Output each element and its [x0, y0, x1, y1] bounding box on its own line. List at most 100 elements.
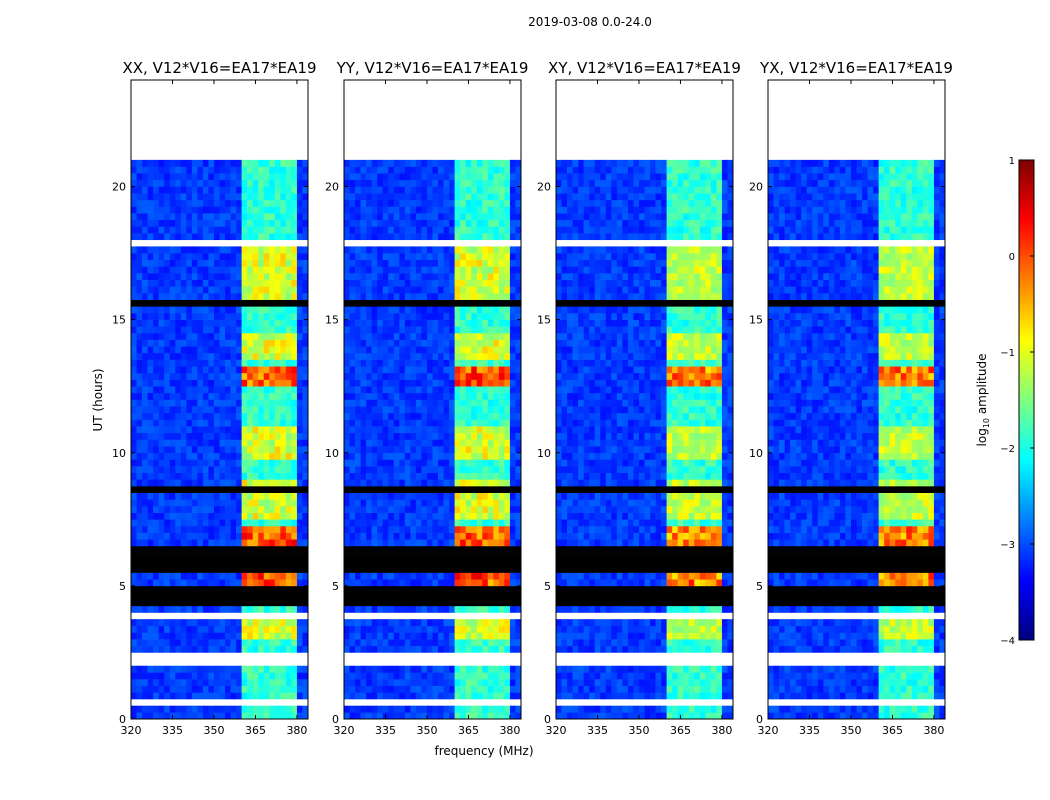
heatmap-cell: [355, 512, 361, 520]
heatmap-cell: [296, 372, 303, 380]
heatmap-cell: [509, 312, 516, 320]
heatmap-cell: [136, 293, 143, 300]
heatmap-cell: [142, 246, 148, 254]
heatmap-cell: [208, 326, 215, 334]
heatmap-cell: [449, 219, 455, 227]
heatmap-cell: [443, 326, 450, 334]
heatmap-cell: [404, 259, 411, 267]
heatmap-cell: [258, 439, 265, 447]
heatmap-cell: [344, 186, 350, 194]
heatmap-cell: [131, 412, 137, 420]
heatmap-cell: [415, 206, 422, 214]
heatmap-cell: [438, 632, 444, 640]
heatmap-cell: [280, 226, 287, 234]
heatmap-cell: [291, 366, 298, 374]
heatmap-cell: [460, 306, 466, 314]
heatmap-cell: [302, 193, 309, 201]
heatmap-cell: [399, 446, 406, 454]
heatmap-cell: [344, 166, 350, 174]
heatmap-cell: [471, 226, 478, 234]
heatmap-cell: [432, 412, 439, 420]
heatmap-cell: [399, 186, 406, 194]
heatmap-cell: [158, 679, 165, 687]
heatmap-cell: [302, 286, 309, 294]
heatmap-cell: [421, 466, 428, 474]
heatmap-cell: [344, 266, 350, 274]
heatmap-cell: [302, 479, 309, 487]
heatmap-cell: [476, 186, 483, 194]
heatmap-cell: [296, 539, 303, 547]
heatmap-cell: [465, 446, 472, 454]
heatmap-cell: [153, 166, 159, 174]
heatmap-cell: [186, 332, 193, 340]
heatmap-cell: [247, 186, 253, 194]
heatmap-cell: [136, 366, 143, 374]
heatmap-cell: [213, 639, 220, 647]
heatmap-cell: [399, 406, 406, 414]
heatmap-cell: [302, 426, 309, 434]
heatmap-cell: [197, 266, 204, 274]
heatmap-cell: [426, 519, 433, 527]
heatmap-cell: [415, 679, 422, 687]
heatmap-cell: [426, 253, 433, 261]
heatmap-cell: [556, 705, 562, 713]
heatmap-cell: [236, 632, 242, 640]
heatmap-cell: [515, 259, 522, 267]
heatmap-cell: [677, 705, 684, 713]
heatmap-cell: [274, 712, 281, 720]
heatmap-cell: [274, 366, 281, 374]
heatmap-cell: [219, 352, 226, 360]
heatmap-cell: [263, 253, 270, 261]
heatmap-cell: [476, 525, 483, 533]
heatmap-cell: [504, 479, 511, 487]
heatmap-cell: [672, 639, 678, 647]
heatmap-cell: [153, 645, 159, 653]
heatmap-cell: [583, 639, 590, 647]
heatmap-cell: [236, 279, 242, 287]
heatmap-cell: [410, 226, 417, 234]
heatmap-cell: [269, 539, 276, 547]
heatmap-cell: [258, 193, 265, 201]
heatmap-cell: [493, 479, 500, 487]
heatmap-cell: [487, 426, 494, 434]
heatmap-cell: [186, 532, 193, 540]
heatmap-cell: [274, 246, 281, 254]
heatmap-cell: [241, 712, 248, 720]
heatmap-cell: [449, 419, 455, 427]
heatmap-cell: [421, 226, 428, 234]
heatmap-cell: [131, 479, 137, 487]
heatmap-cell: [302, 605, 309, 613]
heatmap-cell: [252, 499, 259, 507]
heatmap-cell: [388, 452, 395, 460]
heatmap-cell: [349, 479, 356, 487]
heatmap-cell: [410, 359, 417, 367]
heatmap-cell: [471, 632, 478, 640]
heatmap-cell: [393, 366, 400, 374]
heatmap-cell: [131, 286, 137, 294]
heatmap-cell: [355, 419, 361, 427]
heatmap-cell: [561, 712, 568, 720]
heatmap-cell: [219, 579, 226, 587]
heatmap-cell: [213, 685, 220, 693]
heatmap-cell: [421, 352, 428, 360]
heatmap-cell: [186, 173, 193, 181]
heatmap-cell: [169, 199, 176, 207]
heatmap-cell: [449, 685, 455, 693]
heatmap-cell: [164, 525, 171, 533]
heatmap-cell: [296, 379, 303, 387]
heatmap-cell: [219, 399, 226, 407]
heatmap-cell: [465, 399, 472, 407]
heatmap-cell: [241, 459, 248, 467]
heatmap-cell: [393, 639, 400, 647]
heatmap-cell: [438, 439, 444, 447]
heatmap-cell: [252, 179, 259, 187]
heatmap-cell: [432, 293, 439, 300]
heatmap-cell: [471, 685, 478, 693]
heatmap-cell: [509, 359, 516, 367]
heatmap-cell: [721, 605, 728, 613]
heatmap-cell: [460, 312, 466, 320]
flagged-row: [131, 559, 308, 567]
heatmap-cell: [382, 366, 389, 374]
heatmap-cell: [302, 639, 309, 647]
